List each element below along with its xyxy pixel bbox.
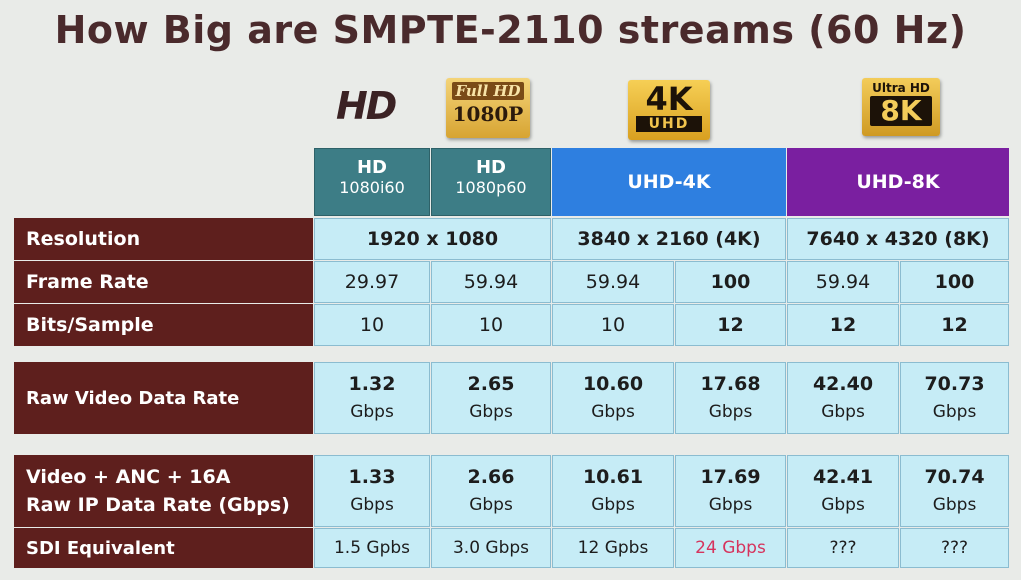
ultra-hd-8k-logo: Ultra HD 8K [862,78,940,136]
cell-raw-video-8k-a-unit: Gbps [821,402,865,422]
cell-raw-ip-hd-1080p60: 2.66 Gbps [431,455,551,527]
cell-bits-4k-a: 10 [552,304,674,346]
header-hd-1080i60-line1: HD [356,157,387,178]
8k-logo-top: Ultra HD [872,81,930,95]
cell-bits-hd-1080i60: 10 [314,304,430,346]
cell-bits-8k-b: 12 [900,304,1009,346]
cell-raw-video-8k-b-unit: Gbps [932,402,977,422]
header-hd-1080i60: HD 1080i60 [314,148,430,216]
cell-bits-4k-b: 12 [675,304,786,346]
cell-raw-ip-8k-b-unit: Gbps [932,495,977,515]
cell-sdi-hd-1080p60: 3.0 Gbps [431,528,551,568]
cell-frame-rate-hd-1080i60: 29.97 [314,261,430,303]
4k-uhd-logo: 4K UHD [628,80,710,140]
4k-logo-top: 4K [645,80,693,118]
cell-raw-video-4k-b-unit: Gbps [708,402,753,422]
cell-raw-ip-4k-a: 10.61 Gbps [552,455,674,527]
cell-bits-8k-a: 12 [787,304,899,346]
cell-raw-ip-8k-b: 70.74 Gbps [900,455,1009,527]
header-uhd-8k: UHD-8K [787,148,1009,216]
cell-raw-ip-hd-1080i60-unit: Gbps [350,495,394,515]
cell-bits-hd-1080p60: 10 [431,304,551,346]
cell-frame-rate-4k-b: 100 [675,261,786,303]
cell-sdi-8k-a: ??? [787,528,899,568]
header-hd-1080p60: HD 1080p60 [431,148,551,216]
cell-raw-ip-hd-1080i60: 1.33 Gbps [314,455,430,527]
label-bits-sample: Bits/Sample [14,304,313,346]
cell-frame-rate-hd-1080p60: 59.94 [431,261,551,303]
cell-raw-ip-8k-b-value: 70.74 [924,466,985,488]
cell-raw-ip-8k-a-unit: Gbps [821,495,865,515]
label-sdi-equivalent: SDI Equivalent [14,528,313,568]
cell-raw-video-8k-a: 42.40 Gbps [787,362,899,434]
cell-sdi-4k-a: 12 Gpbs [552,528,674,568]
cell-raw-ip-hd-1080i60-value: 1.33 [348,466,396,488]
cell-raw-video-hd-1080i60: 1.32 Gbps [314,362,430,434]
full-hd-logo-top: Full HD [452,82,524,100]
cell-raw-video-hd-1080p60-unit: Gbps [469,402,513,422]
cell-raw-video-8k-b: 70.73 Gbps [900,362,1009,434]
8k-logo-bottom: 8K [870,96,932,126]
cell-raw-ip-4k-a-unit: Gbps [591,495,635,515]
header-hd-1080p60-line1: HD [475,157,506,178]
4k-logo-bottom: UHD [636,116,702,132]
cell-raw-ip-hd-1080p60-value: 2.66 [467,466,515,488]
label-resolution: Resolution [14,218,313,260]
label-raw-ip-line2: Raw IP Data Rate (Gbps) [26,494,290,516]
cell-frame-rate-4k-a: 59.94 [552,261,674,303]
label-raw-ip-data-rate: Video + ANC + 16A Raw IP Data Rate (Gbps… [14,455,313,527]
cell-raw-video-8k-b-value: 70.73 [924,373,985,395]
header-hd-1080i60-line2: 1080i60 [339,178,405,197]
cell-raw-video-4k-a-unit: Gbps [591,402,635,422]
cell-raw-video-4k-b-value: 17.68 [700,373,761,395]
cell-raw-ip-4k-a-value: 10.61 [582,466,644,488]
full-hd-logo-bottom: 1080P [452,102,524,126]
cell-raw-video-4k-a: 10.60 Gbps [552,362,674,434]
cell-resolution-8k: 7640 x 4320 (8K) [787,218,1009,260]
cell-raw-ip-4k-b: 17.69 Gbps [675,455,786,527]
cell-raw-video-4k-a-value: 10.60 [582,373,644,395]
label-raw-video-data-rate: Raw Video Data Rate [14,362,313,434]
header-hd-1080p60-line2: 1080p60 [455,178,527,197]
cell-raw-ip-4k-b-unit: Gbps [708,495,753,515]
cell-raw-ip-8k-a: 42.41 Gbps [787,455,899,527]
cell-frame-rate-8k-b: 100 [900,261,1009,303]
cell-resolution-hd: 1920 x 1080 [314,218,551,260]
label-frame-rate: Frame Rate [14,261,313,303]
cell-raw-ip-8k-a-value: 42.41 [812,466,874,488]
cell-raw-video-8k-a-value: 42.40 [812,373,874,395]
cell-raw-ip-4k-b-value: 17.69 [700,466,761,488]
cell-frame-rate-8k-a: 59.94 [787,261,899,303]
cell-sdi-8k-b: ??? [900,528,1009,568]
full-hd-1080p-logo: Full HD 1080P [446,78,530,138]
hd-logo: HD [336,84,397,128]
cell-raw-ip-hd-1080p60-unit: Gbps [469,495,513,515]
label-raw-ip-line1: Video + ANC + 16A [26,466,231,488]
cell-raw-video-hd-1080p60-value: 2.65 [467,373,515,395]
cell-raw-video-hd-1080p60: 2.65 Gbps [431,362,551,434]
header-uhd-4k: UHD-4K [552,148,786,216]
page-title: How Big are SMPTE-2110 streams (60 Hz) [54,8,967,52]
cell-raw-video-hd-1080i60-value: 1.32 [348,373,396,395]
cell-sdi-4k-b: 24 Gbps [675,528,786,568]
cell-resolution-4k: 3840 x 2160 (4K) [552,218,786,260]
cell-sdi-hd-1080i60: 1.5 Gpbs [314,528,430,568]
cell-raw-video-4k-b: 17.68 Gbps [675,362,786,434]
cell-raw-video-hd-1080i60-unit: Gbps [350,402,394,422]
